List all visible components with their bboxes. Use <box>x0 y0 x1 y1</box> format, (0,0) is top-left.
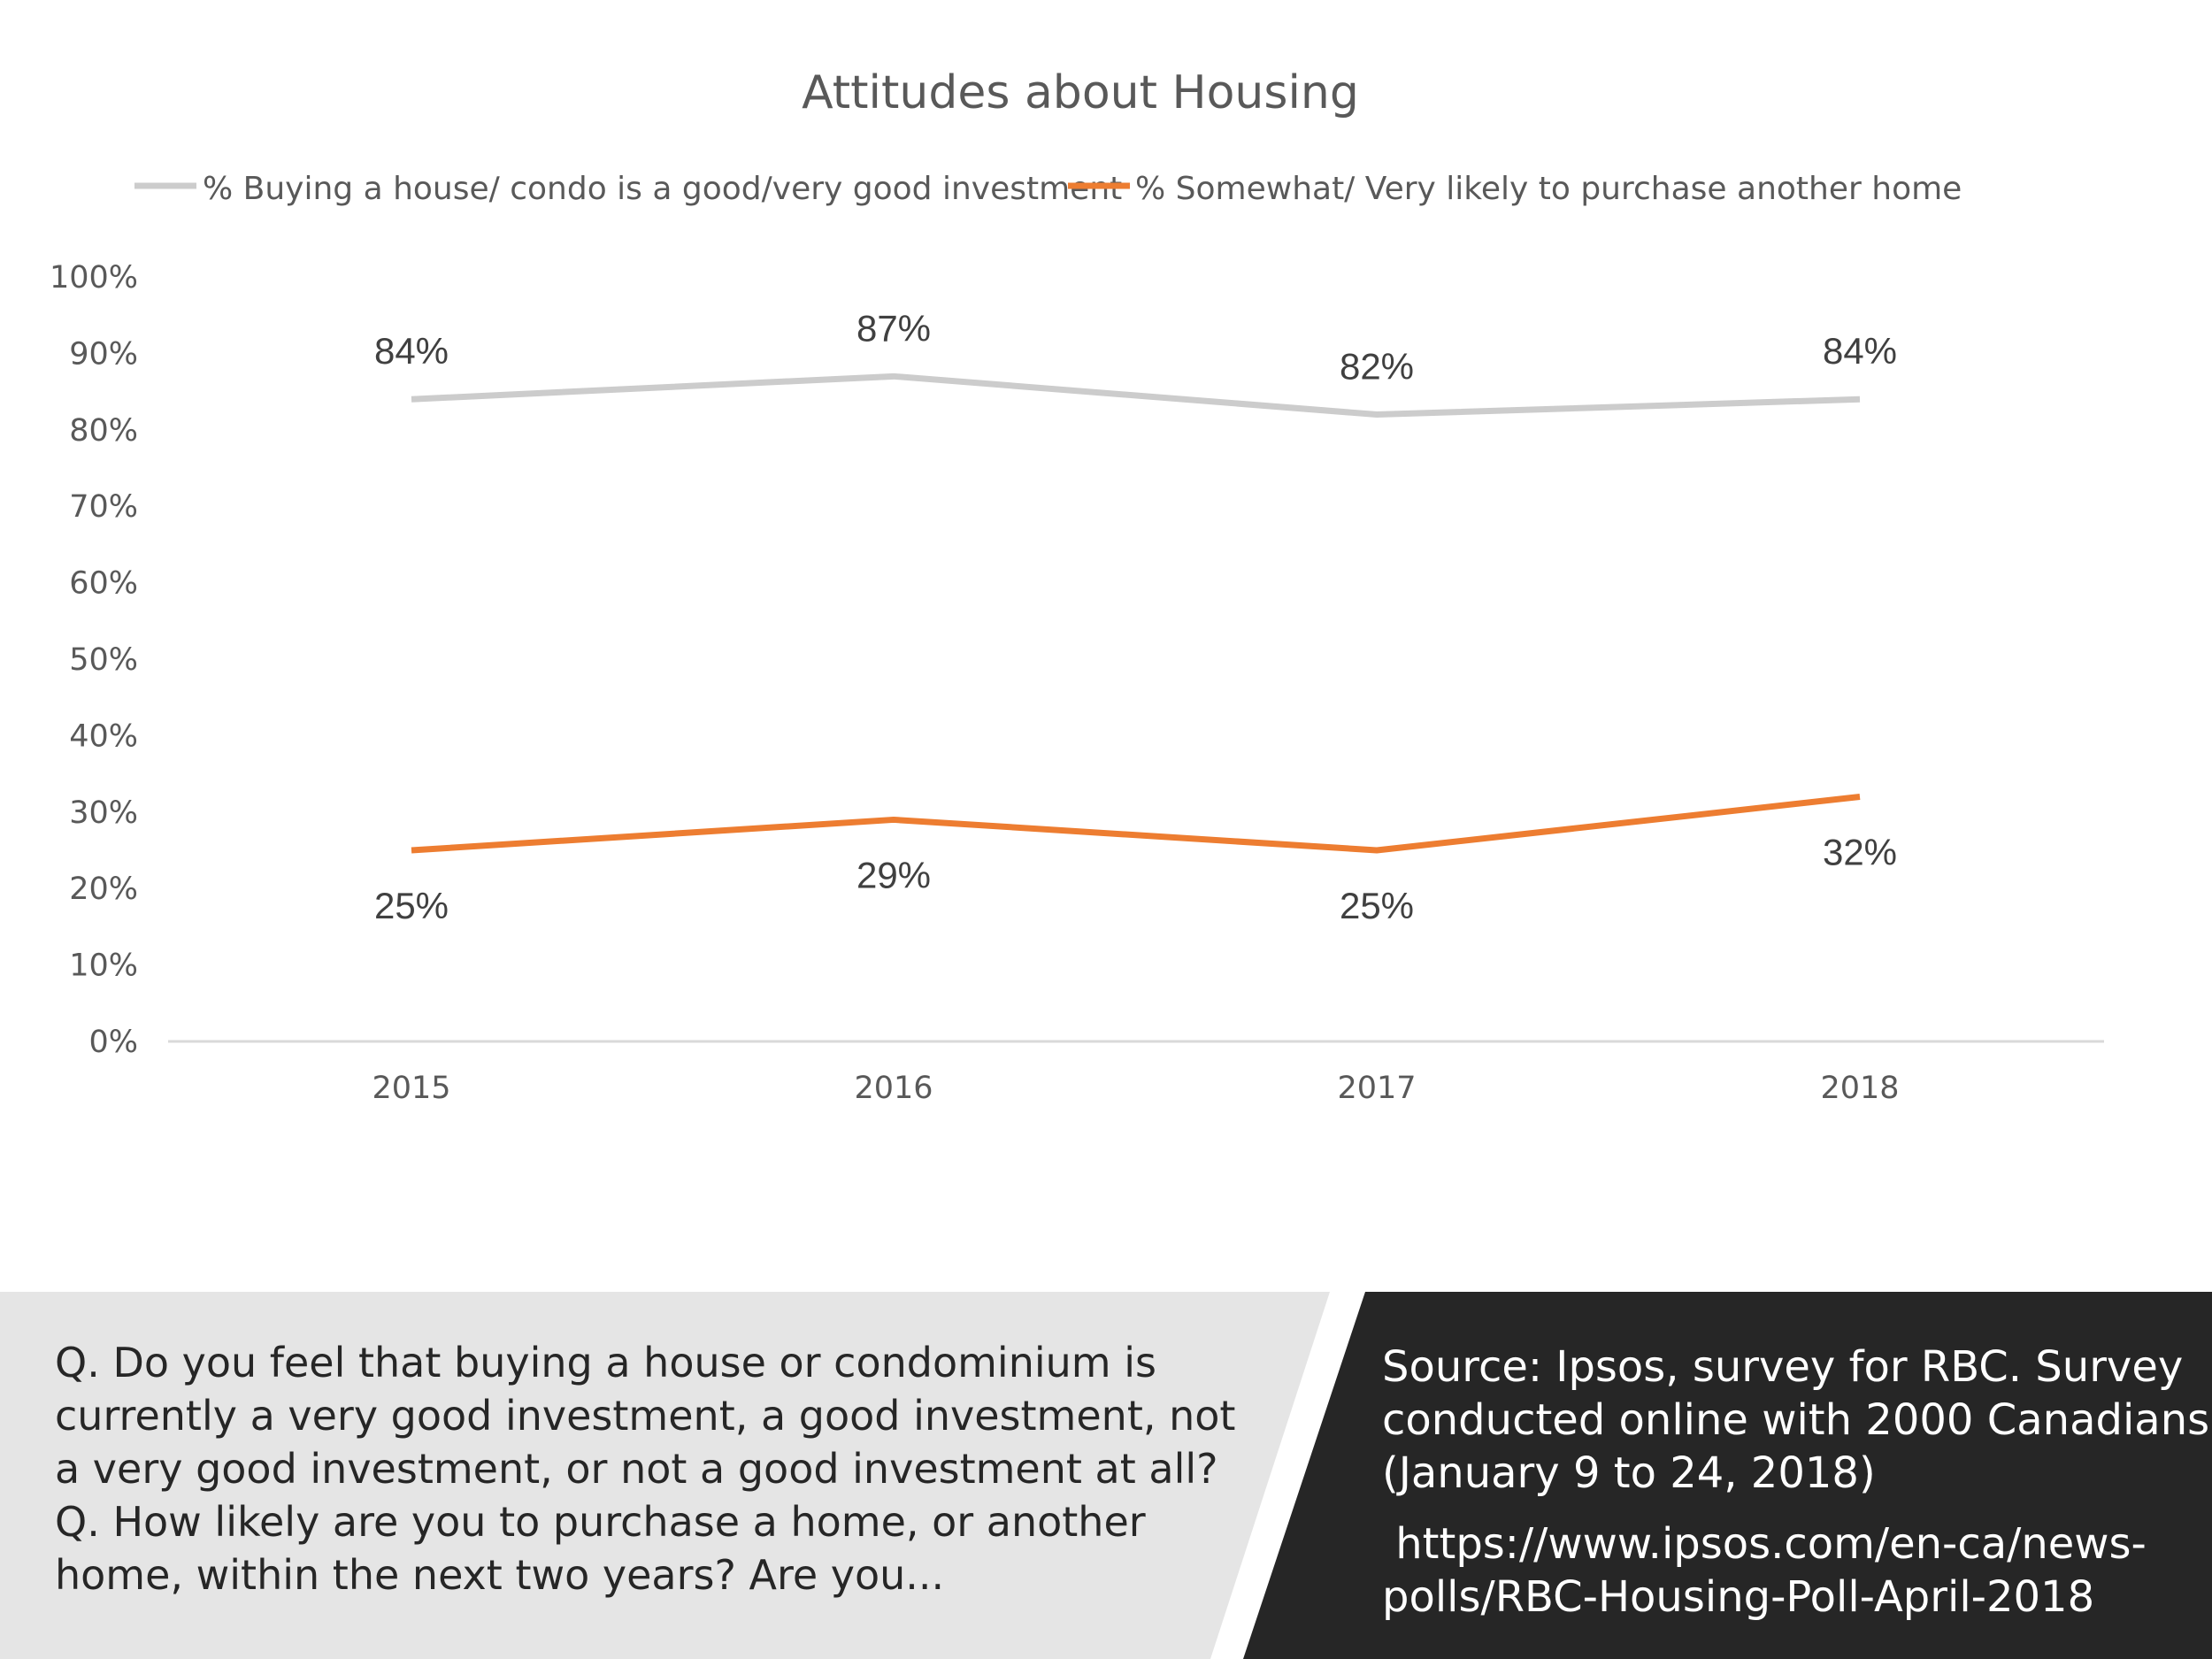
series-layer: 84% 87% 82% 84% 25% 29% 25% 32% <box>374 307 1897 926</box>
question-line: Q. Do you feel that buying a house or co… <box>55 1339 1156 1386</box>
question-line: home, within the next two years? Are you… <box>55 1551 945 1599</box>
survey-questions: Q. Do you feel that buying a house or co… <box>55 1336 1236 1601</box>
y-tick-label: 30% <box>69 795 138 831</box>
source-url: https://www.ipsos.com/en-ca/news- polls/… <box>1382 1517 2178 1624</box>
line-chart: Attitudes about Housing % Buying a house… <box>50 66 2104 1106</box>
source-panel <box>1243 1292 2212 1659</box>
x-tick-label: 2015 <box>372 1071 450 1106</box>
source-line: Source: Ipsos, survey for RBC. Survey <box>1382 1342 2184 1392</box>
question-panel <box>0 1292 1330 1659</box>
question-line: Q. How likely are you to purchase a home… <box>55 1498 1146 1546</box>
y-axis: 0% 10% 20% 30% 40% 50% 60% 70% 80% 90% 100% <box>50 260 138 1060</box>
data-label: 84% <box>374 330 449 372</box>
y-tick-label: 80% <box>69 413 138 449</box>
source-line: (January 9 to 24, 2018) <box>1382 1448 1876 1498</box>
y-tick-label: 90% <box>69 336 138 372</box>
y-tick-label: 20% <box>69 872 138 907</box>
data-label: 82% <box>1340 346 1414 388</box>
data-label: 87% <box>856 307 931 349</box>
legend-label-purchase: % Somewhat/ Very likely to purchase anot… <box>1135 171 1962 207</box>
y-tick-label: 100% <box>50 260 138 296</box>
data-label: 32% <box>1823 832 1897 873</box>
y-tick-label: 0% <box>88 1025 138 1060</box>
series-line-purchase <box>411 794 1861 854</box>
source-note: Source: Ipsos, survey for RBC. Survey co… <box>1382 1340 2210 1624</box>
question-line: currently a very good investment, a good… <box>55 1392 1236 1440</box>
y-tick-label: 60% <box>69 566 138 602</box>
url-line: polls/RBC-Housing-Poll-April-2018 <box>1382 1572 2095 1622</box>
data-label: 84% <box>1823 330 1897 372</box>
x-tick-label: 2018 <box>1820 1071 1899 1106</box>
series-line-investment <box>411 373 1861 419</box>
legend-label-investment: % Buying a house/ condo is a good/very g… <box>203 171 1122 207</box>
data-label: 25% <box>374 885 449 926</box>
data-label: 29% <box>856 854 931 895</box>
source-line: conducted online with 2000 Canadians <box>1382 1395 2210 1445</box>
question-line: a very good investment, or not a good in… <box>55 1445 1218 1493</box>
y-tick-label: 50% <box>69 642 138 678</box>
y-tick-label: 40% <box>69 718 138 754</box>
x-axis: 2015 2016 2017 2018 <box>372 1071 1899 1106</box>
chart-title: Attitudes about Housing <box>802 66 1359 119</box>
y-tick-label: 70% <box>69 489 138 525</box>
y-tick-label: 10% <box>69 949 138 984</box>
footer-panels <box>0 1292 2212 1659</box>
chart-legend: % Buying a house/ condo is a good/very g… <box>134 171 1962 207</box>
x-tick-label: 2017 <box>1337 1071 1416 1106</box>
url-line: https://www.ipsos.com/en-ca/news- <box>1382 1519 2147 1569</box>
x-tick-label: 2016 <box>854 1071 933 1106</box>
data-label: 25% <box>1340 885 1414 926</box>
